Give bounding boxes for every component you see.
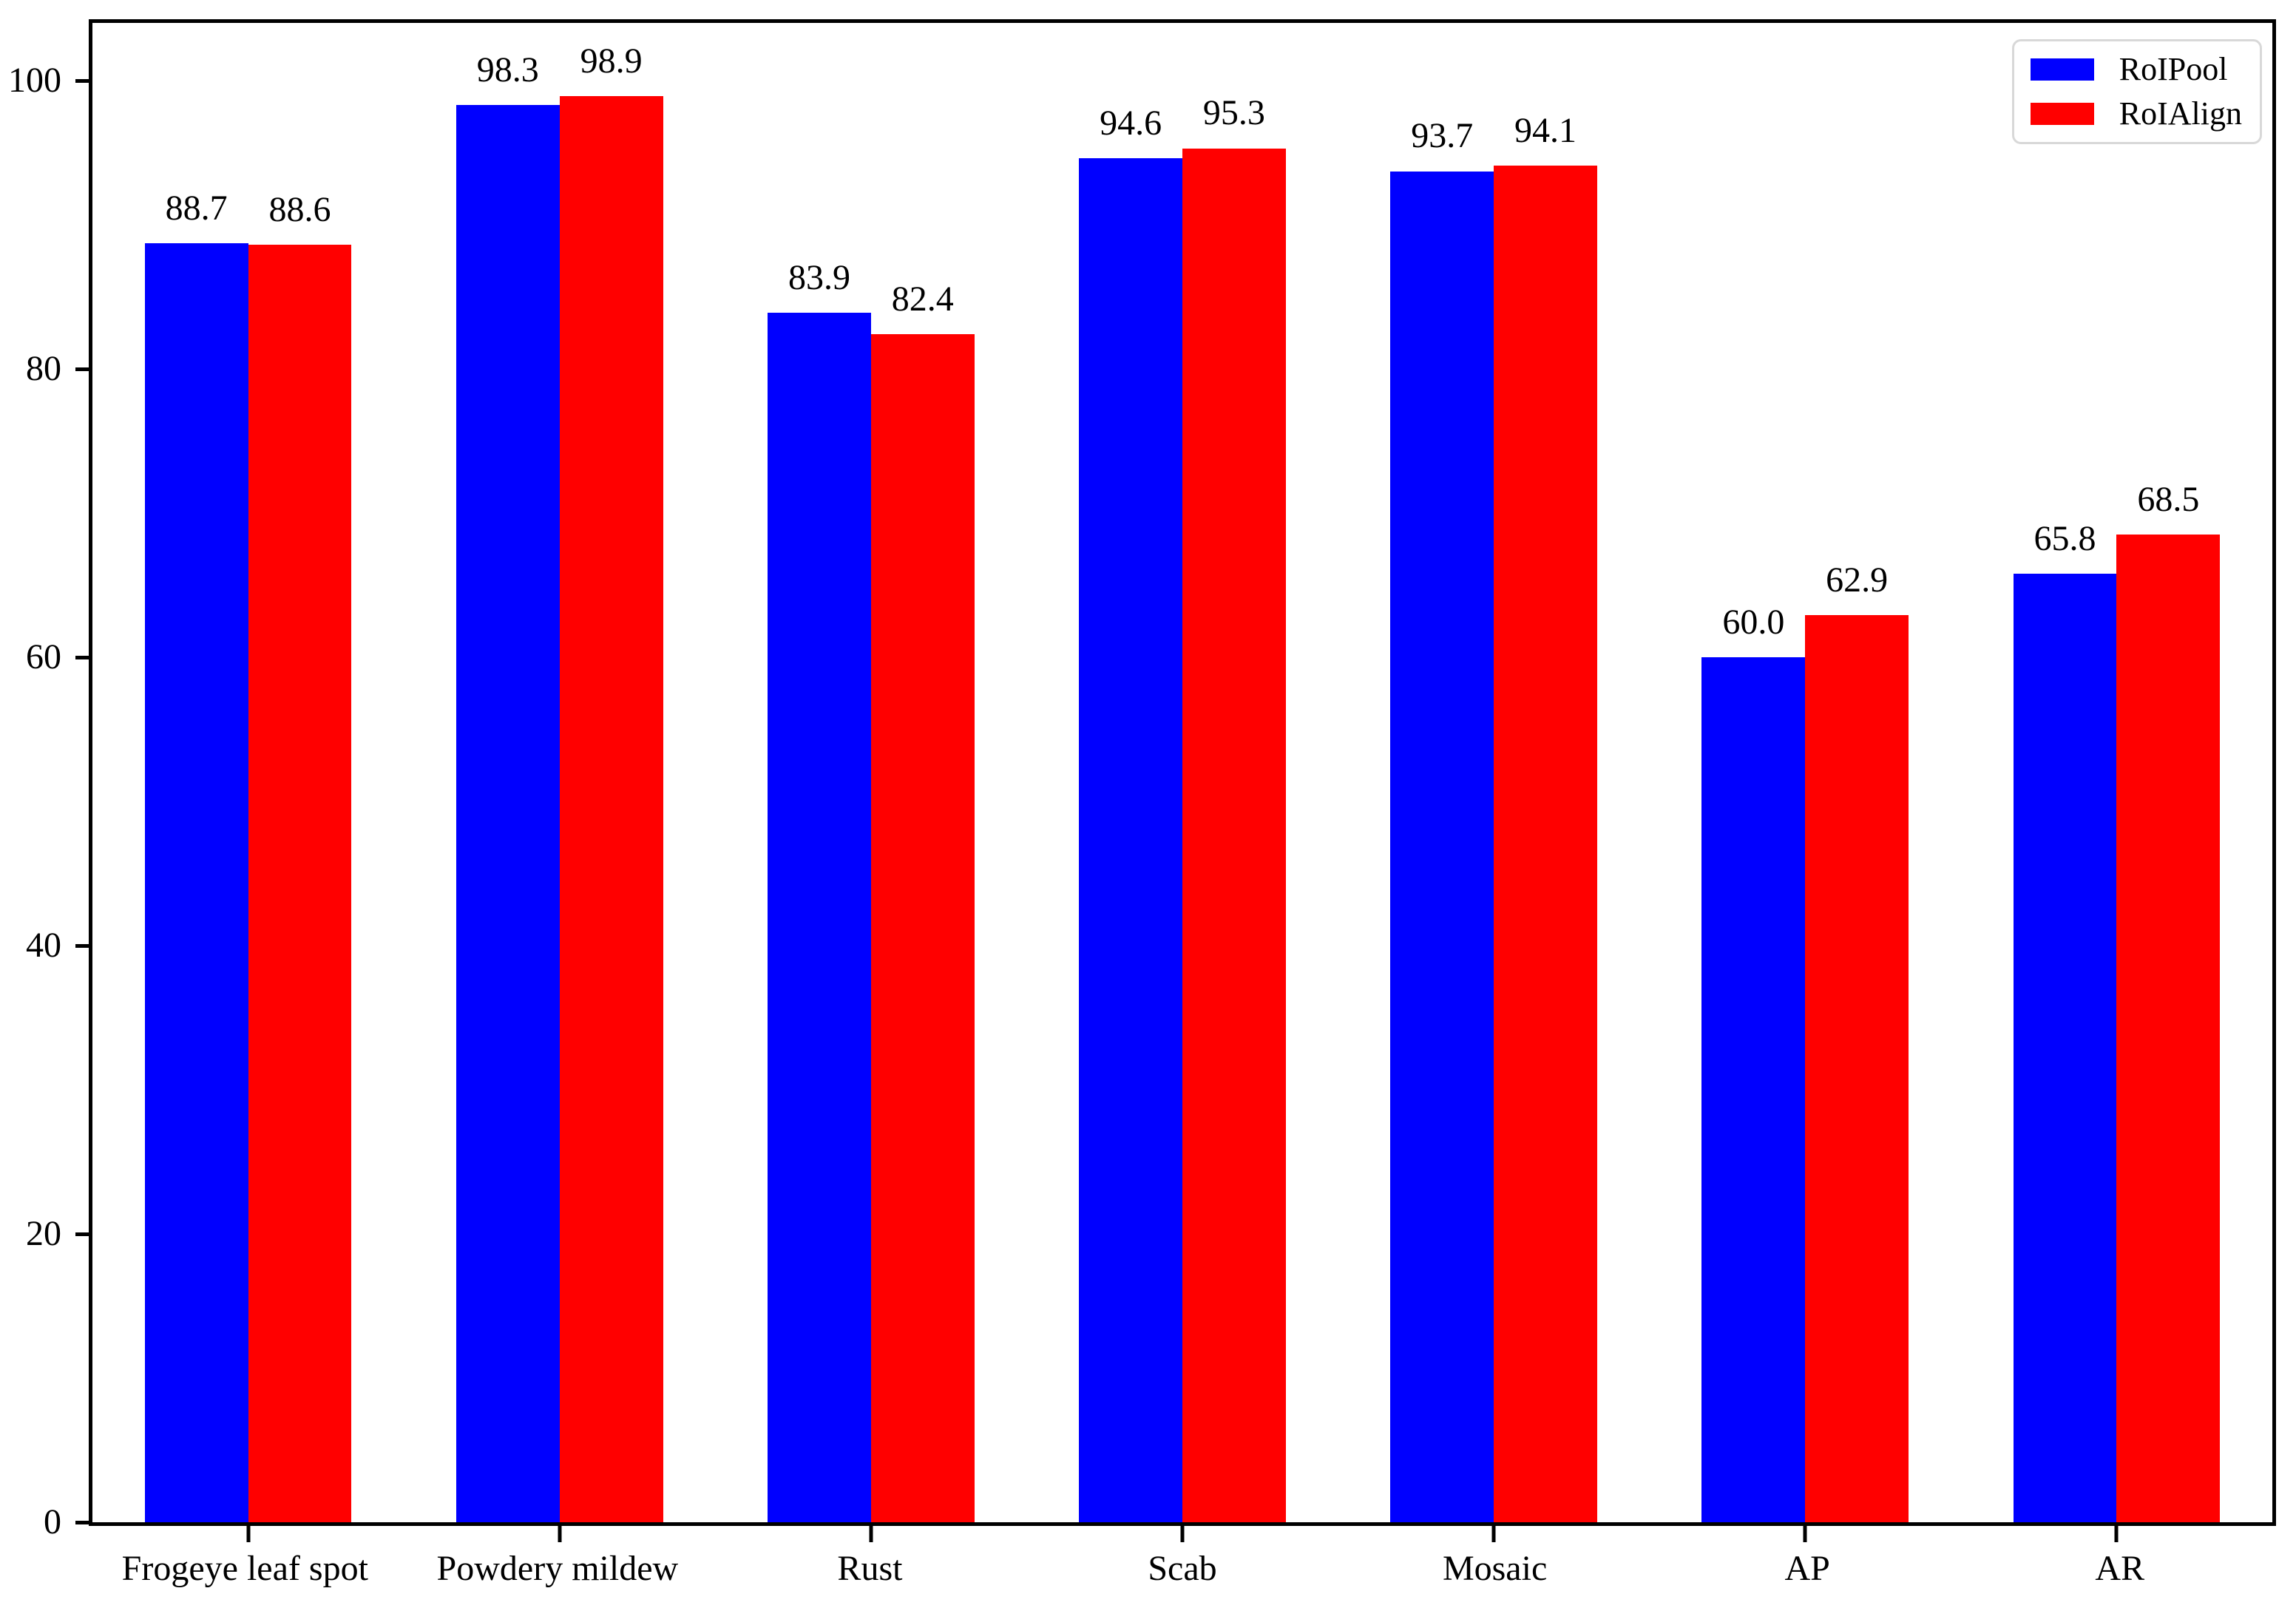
- bar-roialign: 94.1: [1494, 112, 1597, 1522]
- bar-groups-container: 88.7 88.6 98.3 98.9 83.9 82.4 94.6 95.3 93.7 94.1…: [92, 23, 2272, 1542]
- y-tick-label: 100: [8, 61, 61, 100]
- bar-group: 83.9 82.4: [715, 23, 1026, 1542]
- bar-roipool: 93.7: [1390, 118, 1494, 1522]
- y-tick-label: 60: [26, 637, 61, 676]
- bar-roialign: 95.3: [1182, 94, 1286, 1522]
- bar-value-label: 88.7: [165, 188, 228, 228]
- bar-value-label: 82.4: [891, 279, 954, 319]
- bar-value-label: 94.1: [1514, 110, 1577, 150]
- x-tick-mark: [246, 1526, 251, 1542]
- legend-label: RoIAlign: [2119, 95, 2242, 132]
- y-tick-mark: [75, 367, 89, 371]
- bar-value-label: 98.3: [476, 50, 539, 89]
- x-category-label: AP: [1784, 1549, 1830, 1588]
- bar-roialign: 62.9: [1805, 561, 1909, 1522]
- y-tick-mark: [75, 1520, 89, 1524]
- bar-group: 98.3 98.9: [404, 23, 715, 1542]
- legend: RoIPool RoIAlign: [2011, 39, 2262, 144]
- x-category-label: Frogeye leaf spot: [121, 1549, 368, 1588]
- bar-value-label: 60.0: [1722, 602, 1785, 642]
- x-tick-mark: [1803, 1526, 1807, 1542]
- bar-value-label: 93.7: [1411, 116, 1474, 156]
- x-category-label: Scab: [1148, 1549, 1217, 1588]
- bar-group: 94.6 95.3: [1026, 23, 1338, 1542]
- bar-roipool: 94.6: [1079, 104, 1182, 1522]
- y-tick-mark: [75, 78, 89, 83]
- legend-item: RoIPool: [2030, 51, 2242, 87]
- x-category-label: AR: [2095, 1549, 2145, 1588]
- y-tick-mark: [75, 1232, 89, 1236]
- x-tick-mark: [1491, 1526, 1496, 1542]
- y-tick-label: 20: [26, 1214, 61, 1253]
- x-axis-category-labels: Frogeye leaf spot Powdery mildew Rust Scab M…: [89, 1549, 2276, 1589]
- bar-roipool: 60.0: [1701, 603, 1806, 1522]
- x-tick-mark: [1180, 1526, 1185, 1542]
- bar-roialign: 98.9: [559, 42, 663, 1522]
- bar-roialign: 68.5: [2116, 481, 2221, 1522]
- x-category-label: Rust: [837, 1549, 903, 1588]
- y-tick-label: 80: [26, 349, 61, 388]
- x-tick-mark: [869, 1526, 873, 1542]
- x-tick-mark: [558, 1526, 562, 1542]
- x-tick-mark: [2114, 1526, 2119, 1542]
- y-tick-label: 0: [44, 1502, 61, 1541]
- y-tick-mark: [75, 655, 89, 659]
- bar-value-label: 88.6: [268, 189, 331, 229]
- bar-value-label: 94.6: [1100, 103, 1162, 143]
- bar-value-label: 95.3: [1202, 93, 1265, 133]
- bar-value-label: 68.5: [2137, 479, 2200, 519]
- bar-roialign: 82.4: [870, 280, 975, 1522]
- bar-roialign: 88.6: [248, 191, 352, 1522]
- bar-roipool: 98.3: [456, 51, 560, 1522]
- x-category-label: Powdery mildew: [436, 1549, 679, 1588]
- y-tick-mark: [75, 943, 89, 948]
- legend-swatch-roialign: [2030, 103, 2094, 125]
- legend-swatch-roipool: [2030, 58, 2094, 81]
- bar-roipool: 83.9: [768, 259, 871, 1522]
- bar-group: 88.7 88.6: [92, 23, 404, 1542]
- bar-value-label: 98.9: [580, 41, 643, 81]
- bar-group: 93.7 94.1: [1338, 23, 1650, 1542]
- bar-value-label: 62.9: [1826, 560, 1889, 600]
- bar-group: 65.8 68.5: [1961, 23, 2272, 1542]
- bar-value-label: 65.8: [2033, 518, 2096, 558]
- legend-label: RoIPool: [2119, 51, 2228, 87]
- bar-roipool: 65.8: [2013, 520, 2117, 1522]
- bar-value-label: 83.9: [788, 257, 850, 297]
- bar-group: 60.0 62.9: [1650, 23, 1961, 1542]
- plot-area: 88.7 88.6 98.3 98.9 83.9 82.4 94.6 95.3 93.7 94.1…: [8, 19, 2276, 1542]
- x-category-label: Mosaic: [1442, 1549, 1548, 1588]
- bar-roipool: 88.7: [144, 189, 248, 1522]
- legend-item: RoIAlign: [2030, 95, 2242, 132]
- y-tick-label: 40: [26, 926, 61, 965]
